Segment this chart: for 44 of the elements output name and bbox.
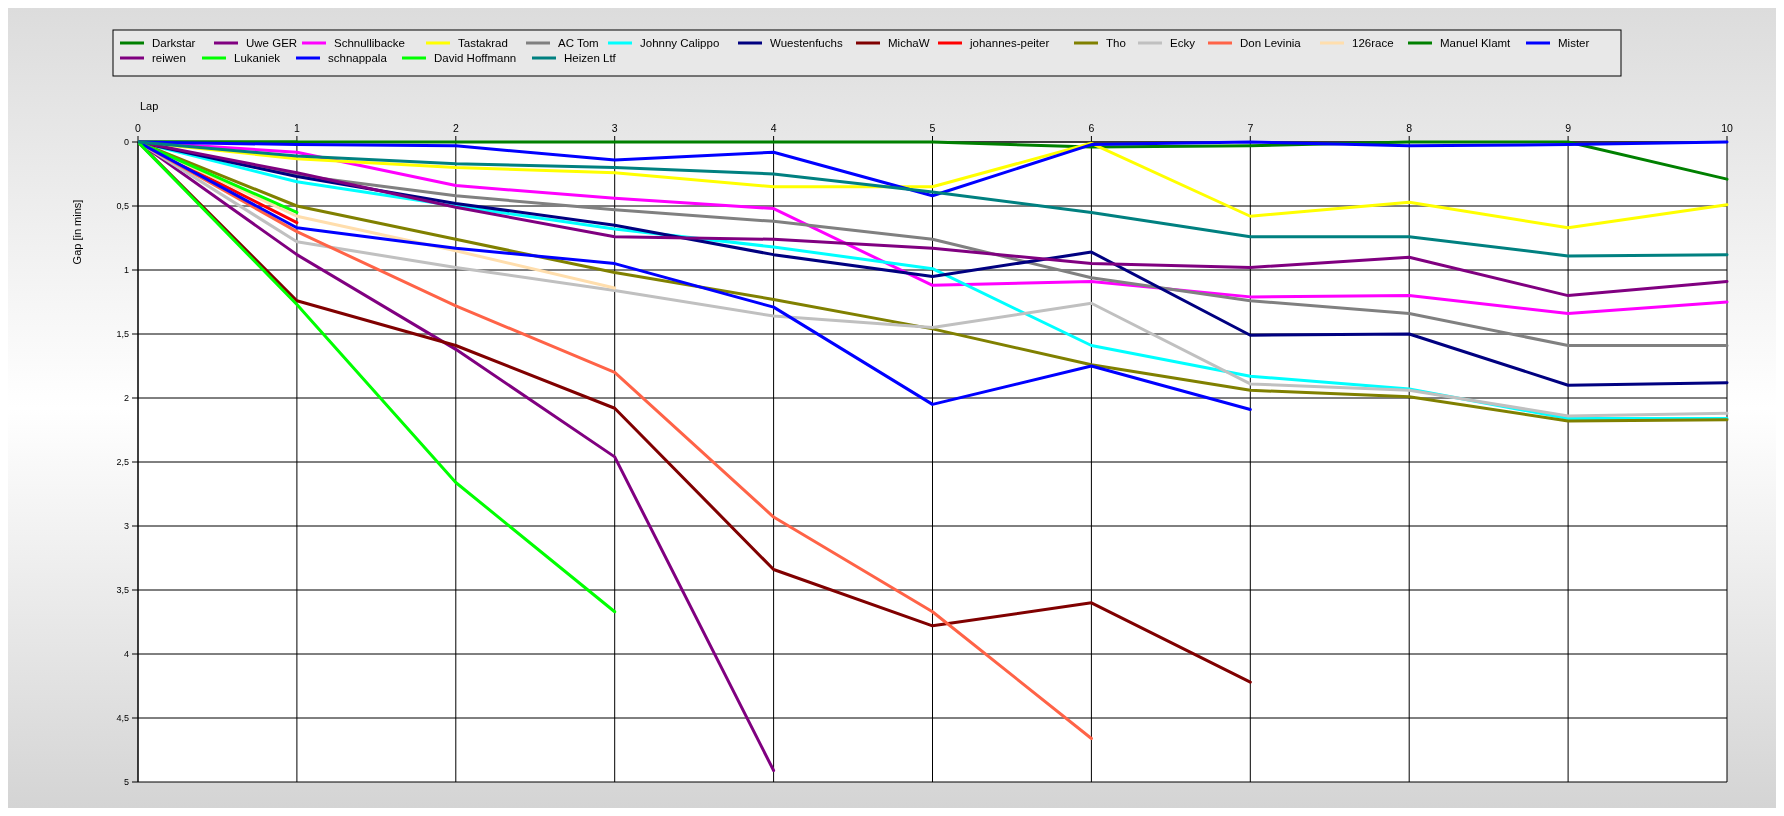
legend-label: Schnullibacke [334, 37, 405, 49]
x-tick-label: 2 [452, 122, 459, 134]
legend-label: 126race [1352, 37, 1394, 49]
y-tick-label: 0 [123, 137, 129, 147]
legend-label: Tastakrad [458, 37, 508, 49]
legend-label: johannes-peiter [969, 37, 1050, 49]
x-tick-label: 0 [135, 122, 142, 134]
legend-label: Uwe GER [246, 37, 298, 49]
legend-label: Mister [1558, 37, 1590, 49]
y-tick-label: 3,5 [116, 585, 129, 595]
y-tick-label: 3 [123, 521, 129, 531]
legend-label: schnappala [328, 52, 388, 64]
legend-label: Lukaniek [234, 52, 281, 64]
legend-label: Darkstar [152, 37, 196, 49]
y-tick-label: 2 [123, 393, 129, 403]
legend-label: Don Levinia [1240, 37, 1302, 49]
y-tick-label: 5 [123, 777, 129, 787]
y-tick-label: 2,5 [116, 457, 129, 467]
legend-label: Tho [1106, 37, 1126, 49]
y-tick-label: 4 [123, 649, 129, 659]
x-tick-label: 5 [929, 122, 936, 134]
legend-label: David Hoffmann [434, 52, 517, 64]
y-tick-label: 1 [123, 265, 129, 275]
y-tick-label: 4,5 [116, 713, 129, 723]
legend-label: Johnny Calippo [640, 37, 720, 49]
x-tick-label: 10 [1721, 122, 1733, 134]
x-tick-label: 6 [1088, 122, 1095, 134]
x-tick-label: 3 [611, 122, 618, 134]
y-tick-label: 1,5 [116, 329, 129, 339]
x-tick-label: 7 [1247, 122, 1254, 134]
legend-label: MichaW [888, 37, 930, 49]
x-tick-label: 4 [770, 122, 777, 134]
legend-label: AC Tom [558, 37, 599, 49]
legend-label: Heizen Ltf [564, 52, 617, 64]
y-tick-label: 0,5 [116, 201, 129, 211]
legend-label: Manuel Klamt [1440, 37, 1512, 49]
legend-label: reiwen [152, 52, 186, 64]
x-tick-label: 9 [1565, 122, 1572, 134]
legend-label: Ecky [1170, 37, 1196, 49]
x-axis-title: Lap [140, 100, 159, 112]
x-tick-label: 1 [293, 122, 300, 134]
legend-label: Wuestenfuchs [770, 37, 843, 49]
x-tick-label: 8 [1406, 122, 1413, 134]
y-axis-title: Gap [in mins] [71, 199, 83, 265]
